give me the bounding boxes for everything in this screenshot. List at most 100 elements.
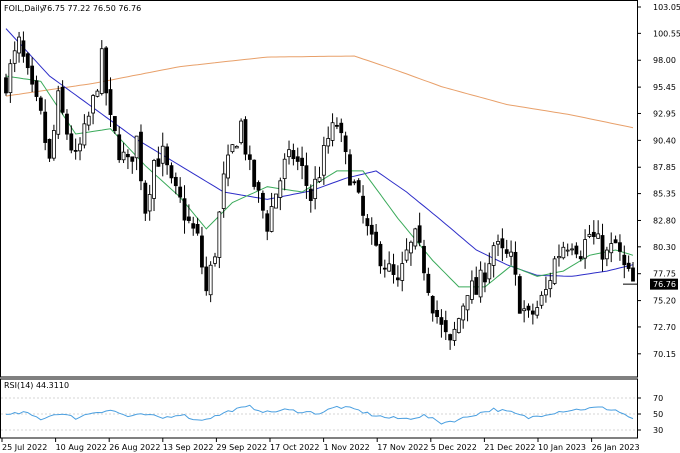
candle-body-up <box>82 123 87 146</box>
candle <box>147 184 152 221</box>
candle <box>226 144 230 187</box>
candle-body-up <box>413 228 418 247</box>
candle <box>535 300 540 319</box>
candle <box>552 256 557 286</box>
candle <box>591 220 596 245</box>
candle-body-down <box>126 153 130 158</box>
grid <box>0 0 638 439</box>
candle-body-up <box>91 95 95 114</box>
candle <box>435 300 439 324</box>
rsi-axis-label: 50 <box>653 410 663 419</box>
candle <box>47 138 52 162</box>
candle <box>426 267 431 296</box>
candle <box>313 166 318 210</box>
candle-body-up <box>17 36 21 54</box>
candle-body-down <box>186 216 191 221</box>
candle-body-up <box>583 239 588 259</box>
rsi-axis-label: 70 <box>653 394 663 403</box>
candle <box>413 227 418 250</box>
candle-body-down <box>339 122 344 134</box>
candle-body-down <box>308 188 313 201</box>
candle <box>38 95 43 115</box>
candle <box>108 77 113 128</box>
candle-body-down <box>169 165 174 179</box>
candle <box>186 204 191 224</box>
candle <box>300 146 304 180</box>
current-price-label: 76.76 <box>653 280 676 289</box>
candle <box>565 243 570 257</box>
candle-body-down <box>391 264 396 275</box>
candle-body-down <box>382 267 387 270</box>
time-axis-label: 10 Aug 2022 <box>56 443 107 452</box>
candle-body-down <box>422 245 426 274</box>
candle <box>213 252 217 267</box>
candle-body-up <box>269 206 274 232</box>
candle-body-up <box>239 120 244 144</box>
candle <box>130 156 135 174</box>
candle-body-down <box>38 97 43 111</box>
candle <box>330 113 335 147</box>
time-axis-label: 17 Oct 2022 <box>270 443 319 452</box>
candle <box>335 117 339 130</box>
candle-body-down <box>526 305 531 311</box>
candle <box>12 41 17 73</box>
candle-body-up <box>221 173 226 209</box>
rsi-line <box>5 404 634 425</box>
candle <box>21 31 26 63</box>
candle <box>86 111 91 131</box>
candle <box>247 145 252 171</box>
time-axis-label: 26 Jan 2023 <box>592 443 640 452</box>
candle <box>430 295 435 322</box>
candle <box>587 224 592 239</box>
candle <box>483 262 487 293</box>
candle-body-down <box>631 267 635 282</box>
price-axis-label: 92.95 <box>653 109 676 118</box>
candle-body-up <box>326 138 331 147</box>
candle <box>526 303 531 318</box>
candle-body-up <box>535 307 540 316</box>
candle <box>182 185 187 234</box>
candle-body-down <box>104 47 109 94</box>
candle-body-down <box>352 181 357 184</box>
candle-body-down <box>204 266 209 292</box>
candle <box>374 224 379 247</box>
candle-body-up <box>509 251 513 257</box>
candle-body-up <box>465 295 470 311</box>
time-axis-label: 21 Dec 2022 <box>484 443 535 452</box>
candle-body-up <box>282 158 287 180</box>
chart-header-ohlc: 76.75 77.22 76.50 76.76 <box>42 4 141 13</box>
candle-body-down <box>448 334 453 341</box>
candle-body-down <box>500 238 505 249</box>
candle <box>112 116 117 135</box>
price-axis-label: 100.55 <box>653 29 680 38</box>
candle-body-down <box>43 111 48 143</box>
candle-body-up <box>387 263 392 272</box>
current-price-marker: 76.76 <box>650 278 678 290</box>
candle <box>291 143 296 166</box>
candle-body-down <box>304 165 309 186</box>
candle <box>173 172 178 195</box>
candle <box>252 159 257 190</box>
candle <box>561 241 566 260</box>
candle <box>256 180 261 203</box>
time-axis-label: 13 Sep 2022 <box>163 443 214 452</box>
candle <box>474 266 479 295</box>
candle-body-up <box>152 160 156 199</box>
candle-body-up <box>552 258 557 284</box>
candle-body-up <box>400 263 405 281</box>
candle <box>317 166 322 183</box>
candle-body-down <box>395 277 400 281</box>
candle-body-up <box>469 280 474 300</box>
candle <box>456 317 461 334</box>
price-axis-label: 72.70 <box>653 323 676 332</box>
candle <box>156 146 161 167</box>
candle-body-down <box>348 154 352 186</box>
candle <box>557 244 561 267</box>
candle-body-up <box>491 245 496 266</box>
candle-body-down <box>173 176 178 187</box>
candle-body-up <box>317 177 322 182</box>
candle <box>395 265 400 287</box>
candle-body-down <box>265 213 270 232</box>
candle-body-up <box>596 233 601 239</box>
candle-body-up <box>56 90 61 135</box>
